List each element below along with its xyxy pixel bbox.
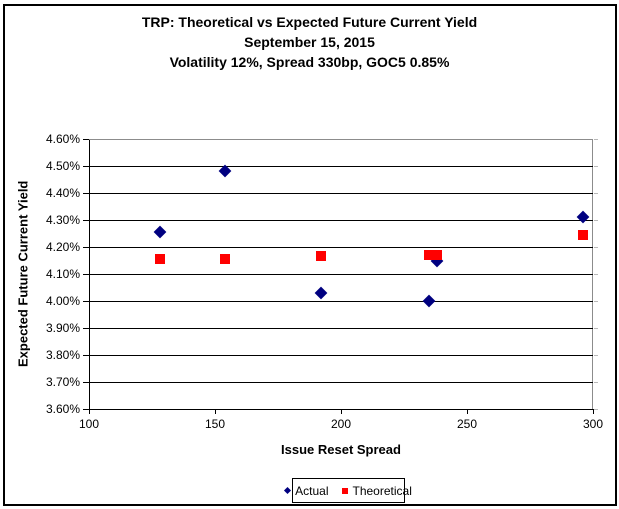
data-point-actual xyxy=(153,225,166,239)
y-axis-tick xyxy=(83,328,89,329)
chart-title-block: TRP: Theoretical vs Expected Future Curr… xyxy=(0,12,619,72)
y-axis-tick xyxy=(83,139,89,140)
x-axis-tick xyxy=(593,409,594,414)
y-axis-tick-right xyxy=(594,193,598,194)
y-axis-tick xyxy=(83,355,89,356)
data-point-theoretical xyxy=(220,254,231,265)
data-point-actual xyxy=(576,210,590,224)
gridline-y xyxy=(89,166,593,167)
data-point-theoretical xyxy=(577,229,588,240)
y-axis-tick xyxy=(83,274,89,275)
diamond-icon xyxy=(284,486,292,495)
y-tick-label: 4.10% xyxy=(45,267,80,281)
x-axis-title: Issue Reset Spread xyxy=(281,442,401,457)
y-axis-tick-right xyxy=(594,382,598,383)
y-axis-tick-right xyxy=(594,139,598,140)
legend-item-actual: Actual xyxy=(284,483,329,498)
x-axis-tick xyxy=(215,409,216,414)
x-tick-label: 150 xyxy=(204,417,226,431)
x-tick-label: 300 xyxy=(582,417,604,431)
data-point-actual xyxy=(314,286,328,300)
y-tick-label: 3.90% xyxy=(45,321,80,335)
gridline-y xyxy=(89,274,593,275)
x-axis-tick xyxy=(467,409,468,414)
chart-subtitle-date: September 15, 2015 xyxy=(244,34,375,50)
y-axis-tick xyxy=(83,301,89,302)
y-tick-label: 3.80% xyxy=(45,348,80,362)
gridline-y xyxy=(89,355,593,356)
y-tick-label: 3.60% xyxy=(45,402,80,416)
data-point-theoretical xyxy=(424,250,435,261)
y-tick-label: 4.40% xyxy=(45,186,80,200)
gridline-y xyxy=(89,193,593,194)
y-axis-tick-right xyxy=(594,355,598,356)
y-axis-tick-right xyxy=(594,301,598,302)
y-axis-tick-right xyxy=(594,328,598,329)
legend-label: Actual xyxy=(295,483,329,498)
y-axis-tick-right xyxy=(594,220,598,221)
y-tick-label: 3.70% xyxy=(45,375,80,389)
data-point-theoretical xyxy=(315,251,326,262)
square-icon xyxy=(341,487,348,494)
chart-subtitle-params: Volatility 12%, Spread 330bp, GOC5 0.85% xyxy=(169,54,450,70)
y-axis-tick-right xyxy=(594,166,598,167)
x-tick-label: 250 xyxy=(456,417,478,431)
y-tick-label: 4.60% xyxy=(45,132,80,146)
y-tick-label: 4.50% xyxy=(45,159,80,173)
y-tick-label: 4.20% xyxy=(45,240,80,254)
gridline-y xyxy=(89,382,593,383)
data-point-theoretical xyxy=(431,250,442,261)
gridline-y xyxy=(89,139,593,140)
x-tick-label: 200 xyxy=(330,417,352,431)
y-axis-tick-right xyxy=(594,409,598,410)
legend: Actual Theoretical xyxy=(284,478,412,503)
x-tick-label: 100 xyxy=(78,417,100,431)
y-axis-tick xyxy=(83,247,89,248)
gridline-y xyxy=(89,328,593,329)
chart-title: TRP: Theoretical vs Expected Future Curr… xyxy=(141,14,478,30)
y-axis-tick xyxy=(83,220,89,221)
y-axis-tick-right xyxy=(594,274,598,275)
legend-item-theoretical: Theoretical xyxy=(341,483,412,498)
y-axis-tick xyxy=(83,193,89,194)
gridline-y xyxy=(89,220,593,221)
y-axis-tick xyxy=(83,166,89,167)
y-axis-tick-right xyxy=(594,247,598,248)
y-tick-label: 4.00% xyxy=(45,294,80,308)
x-axis-tick xyxy=(89,409,90,414)
gridline-y xyxy=(89,301,593,302)
y-axis-tick xyxy=(83,382,89,383)
legend-label: Theoretical xyxy=(352,483,412,498)
y-axis-tick xyxy=(83,409,89,410)
data-point-actual xyxy=(422,294,436,308)
plot-area xyxy=(89,139,593,410)
data-point-theoretical xyxy=(154,254,165,265)
x-axis-tick xyxy=(341,409,342,414)
gridline-y xyxy=(89,247,593,248)
y-tick-label: 4.30% xyxy=(45,213,80,227)
